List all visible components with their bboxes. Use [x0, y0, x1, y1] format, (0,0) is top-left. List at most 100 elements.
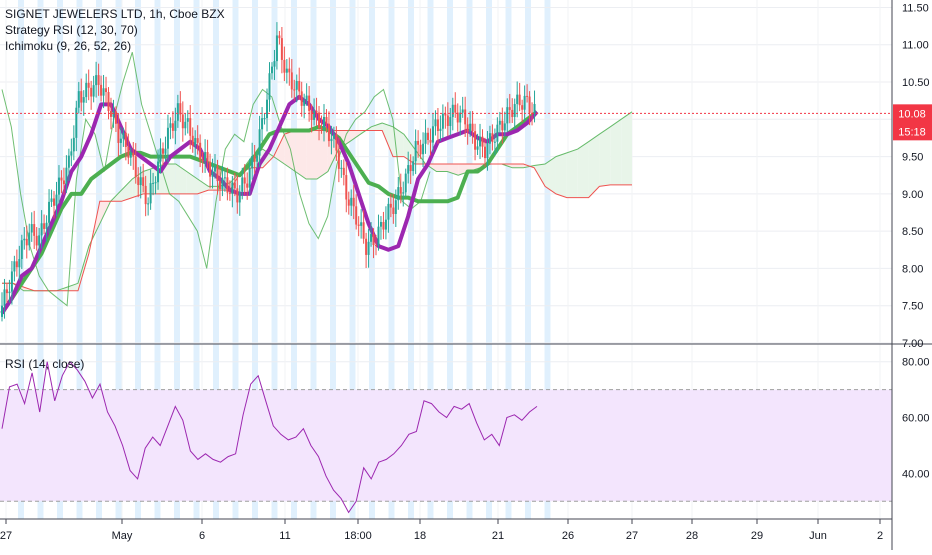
candle-body: [501, 120, 504, 131]
candle-body: [55, 194, 58, 206]
strategy-rsi-line: [0, 94, 539, 315]
cloud-segment: [621, 111, 632, 185]
candle-body: [95, 75, 98, 86]
cloud-segment: [577, 141, 589, 198]
session-band: [193, 0, 200, 519]
candle-body: [441, 113, 444, 129]
candle-body: [72, 137, 75, 152]
candle-body: [218, 181, 221, 190]
candle-body: [20, 240, 23, 260]
price-tick-label: 11.50: [902, 2, 929, 14]
candle-body: [439, 128, 442, 131]
candle-body: [166, 127, 169, 149]
candle-body: [75, 107, 78, 138]
session-highlight-layer: [18, 0, 551, 519]
cloud-segment: [208, 186, 220, 191]
candle-body: [268, 73, 271, 100]
candle-body: [278, 35, 281, 39]
candle-body: [53, 198, 56, 206]
session-band: [76, 0, 83, 519]
cloud-segment: [295, 130, 307, 179]
price-tick-label: 7.50: [902, 301, 923, 313]
session-band: [544, 0, 551, 519]
candle-body: [350, 197, 353, 206]
candle-body: [243, 177, 246, 184]
time-tick-label: 29: [751, 530, 763, 542]
rsi-legend[interactable]: RSI (14, close): [5, 357, 85, 371]
candle-body: [352, 197, 355, 207]
candle-body: [407, 165, 410, 174]
candle-body: [256, 155, 259, 162]
candle-body: [13, 261, 16, 272]
chart-legend: SIGNET JEWELERS LTD, 1h, Cboe BZX Strate…: [5, 6, 225, 54]
session-band: [271, 0, 278, 519]
candle-body: [471, 123, 474, 132]
candle-body: [65, 167, 68, 185]
candle-body: [444, 113, 447, 116]
candle-body: [100, 84, 103, 96]
time-tick-label: 18: [414, 530, 426, 542]
candle-body: [147, 203, 150, 205]
leading-span-a-line: [2, 111, 633, 292]
session-band: [37, 0, 44, 519]
time-tick-label: 11: [279, 530, 290, 542]
ichimoku-legend[interactable]: Ichimoku (9, 26, 52, 26): [5, 39, 132, 53]
session-band: [291, 0, 297, 519]
candle-body: [266, 99, 269, 119]
candle-body: [449, 117, 452, 126]
session-band: [486, 0, 492, 519]
candle-body: [370, 234, 373, 242]
candle-body: [251, 156, 254, 169]
candle-body: [365, 238, 368, 255]
candle-body: [384, 219, 387, 230]
session-band: [447, 0, 453, 519]
candle-body: [142, 177, 145, 186]
candle-body: [392, 207, 395, 215]
candle-body: [154, 182, 157, 184]
time-tick-label: 2: [877, 530, 883, 542]
candle-body: [488, 133, 491, 144]
candle-body: [387, 203, 390, 220]
price-tick-label: 9.50: [902, 152, 923, 164]
candle-body: [253, 156, 256, 162]
strategy-legend[interactable]: Strategy RSI (12, 30, 70): [5, 23, 138, 37]
symbol-title[interactable]: SIGNET JEWELERS LTD, 1h, Cboe BZX: [5, 7, 225, 21]
candle-body: [127, 146, 130, 158]
candle-body: [174, 120, 177, 131]
session-band: [57, 0, 63, 519]
rsi-axis[interactable]: 80.00 60.00 40.00: [902, 357, 930, 481]
time-axis[interactable]: 27 May 6 11 18:00 18 21 26 27 28 29 Jun 2: [0, 519, 883, 542]
candle-body: [481, 136, 484, 147]
cloud-segment: [317, 130, 328, 179]
candle-body: [337, 150, 340, 169]
candle-body: [226, 177, 229, 193]
time-tick-label: 21: [492, 530, 504, 542]
candle-body: [375, 245, 378, 247]
candle-body: [389, 203, 392, 208]
candle-body: [92, 85, 95, 97]
candles-layer: [1, 22, 536, 322]
candle-body: [275, 35, 278, 62]
candle-body: [1, 305, 3, 317]
candle-body: [456, 112, 459, 123]
candle-body: [261, 118, 264, 130]
candle-body: [60, 177, 63, 181]
candle-body: [45, 222, 48, 229]
candle-body: [397, 187, 400, 201]
price-tick-label: 7.00: [902, 338, 923, 350]
candle-body: [362, 222, 365, 239]
baseline-line: [0, 110, 539, 315]
cloud-segment: [382, 123, 394, 157]
cloud-segment: [599, 126, 611, 187]
candle-body: [191, 135, 194, 146]
candle-body: [313, 110, 316, 120]
cloud-segment: [164, 164, 176, 194]
candle-body: [221, 178, 224, 190]
candle-body: [382, 221, 385, 230]
candle-body: [414, 140, 417, 162]
candle-body: [315, 110, 318, 113]
candle-body: [231, 182, 234, 194]
candle-body: [139, 177, 142, 186]
